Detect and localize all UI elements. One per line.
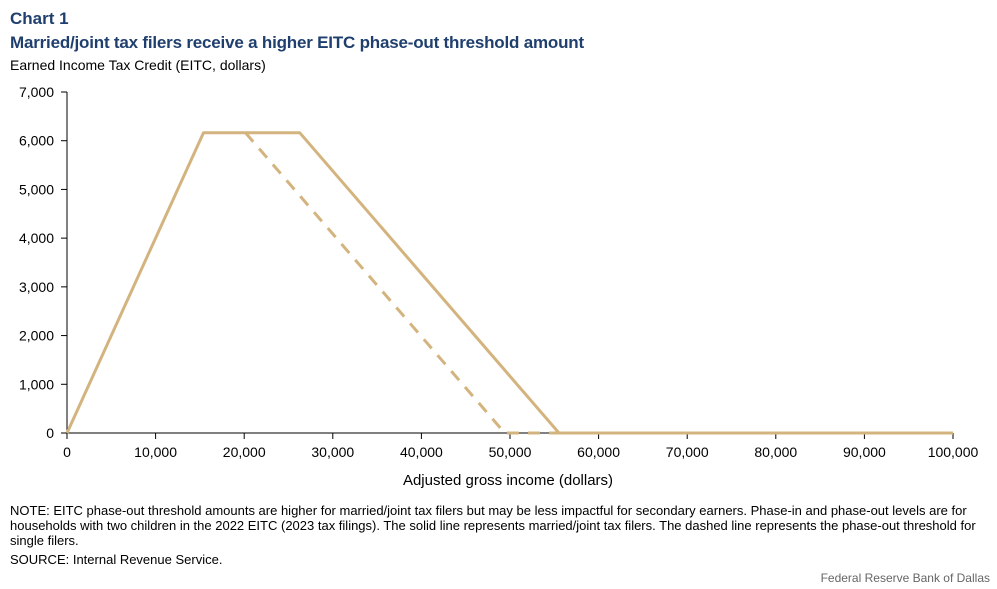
y-tick-label: 1,000 (19, 376, 54, 392)
x-tick-label: 40,000 (400, 444, 443, 460)
chart-number: Chart 1 (10, 9, 69, 28)
x-tick-label: 30,000 (311, 444, 354, 460)
x-tick-label: 50,000 (489, 444, 532, 460)
y-tick-label: 7,000 (19, 84, 54, 100)
x-axis-title: Adjusted gross income (dollars) (403, 472, 613, 489)
x-tick-label: 70,000 (666, 444, 709, 460)
note-text: NOTE: EITC phase-out threshold amounts a… (10, 503, 976, 548)
credit-text: Federal Reserve Bank of Dallas (820, 571, 990, 585)
chart-title: Married/joint tax filers receive a highe… (10, 33, 584, 52)
source-text: SOURCE: Internal Revenue Service. (10, 552, 223, 567)
x-tick-label: 10,000 (134, 444, 177, 460)
x-tick-label: 0 (63, 444, 71, 460)
y-tick-label: 2,000 (19, 328, 54, 344)
x-tick-label: 60,000 (577, 444, 620, 460)
x-tick-label: 20,000 (223, 444, 266, 460)
series-line-solid (65, 131, 953, 435)
x-tick-label: 90,000 (843, 444, 886, 460)
y-tick-label: 5,000 (19, 181, 54, 197)
series-line-dashed (244, 131, 559, 435)
y-tick-label: 3,000 (19, 279, 54, 295)
x-tick-label: 100,000 (928, 444, 979, 460)
y-axis-label: Earned Income Tax Credit (EITC, dollars) (10, 57, 266, 73)
y-tick-label: 6,000 (19, 133, 54, 149)
y-tick-label: 0 (46, 425, 54, 441)
x-tick-label: 80,000 (754, 444, 797, 460)
chart-plot: 0 1,000 2,000 3,000 4,000 5,000 6,000 7,000 0 10,… (19, 84, 979, 489)
y-tick-label: 4,000 (19, 230, 54, 246)
